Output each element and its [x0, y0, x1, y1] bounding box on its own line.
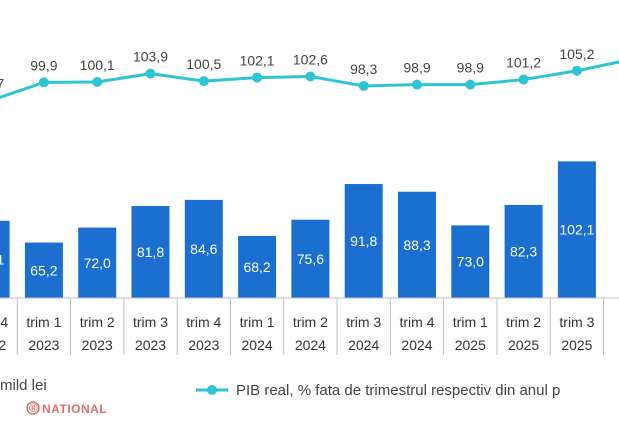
x-tick-label-quarter: trim 3	[346, 314, 381, 330]
x-tick-label-quarter: trim 1	[453, 314, 488, 330]
bar	[504, 204, 543, 298]
bar	[184, 199, 223, 298]
bar	[451, 225, 490, 298]
bar	[238, 235, 277, 298]
line-value-label: 103,9	[133, 49, 168, 65]
line-value-label: 100,1	[80, 57, 115, 73]
line-point	[198, 76, 209, 87]
x-tick-label-quarter: trim 4	[186, 314, 221, 330]
bar-value-label: 91,8	[350, 233, 377, 249]
line-point	[145, 68, 156, 79]
bar	[78, 227, 117, 298]
line-point	[358, 80, 369, 91]
bar-value-label: 68,2	[243, 259, 270, 275]
bar	[131, 206, 170, 298]
x-axis-ticks: trim 4 2022 trim 1 2023 trim 2 2023 trim 3 2023…	[0, 298, 605, 355]
bar-value-label: 102,1	[559, 222, 594, 238]
line-point	[571, 65, 582, 76]
x-tick-label-quarter: trim 2	[293, 314, 328, 330]
x-tick-label-year: 2024	[348, 337, 379, 353]
x-tick-label-quarter: trim 4	[0, 314, 8, 330]
bar	[0, 220, 10, 298]
line-value-label: 100,5	[186, 56, 221, 72]
x-tick-label-year: 2023	[28, 337, 59, 353]
x-tick-label-quarter: trim 1	[26, 314, 61, 330]
line-value-label: 102,6	[293, 51, 328, 67]
line-point	[518, 74, 529, 85]
bar-value-label: 75,6	[297, 251, 324, 267]
line-value-label: 99,9	[30, 57, 57, 73]
x-tick-label-year: 2025	[561, 337, 592, 353]
x-tick-label-year: 2025	[455, 337, 486, 353]
watermark-text: NATIONAL	[42, 402, 107, 416]
line-value-label: 101,2	[506, 55, 541, 71]
bar-labels: 75,1 65,2 72,0 81,8 84,6 68,2 75,6 91,8 88,3 73,0…	[0, 222, 595, 279]
x-tick-label-quarter: trim 4	[400, 314, 435, 330]
legend: mild lei PIB real, % fata de trimestrul …	[0, 377, 560, 399]
line-point	[465, 79, 476, 90]
line-value-label: 98,3	[350, 61, 377, 77]
legend-label-line: PIB real, % fata de trimestrul respectiv…	[236, 382, 560, 399]
bar-value-label: 72,0	[84, 255, 111, 271]
x-tick-label-year: 2023	[188, 337, 219, 353]
line-point	[305, 71, 316, 82]
watermark-symbol: ®	[29, 401, 38, 415]
x-tick-label-quarter: trim 3	[559, 314, 594, 330]
line-series	[0, 60, 619, 99]
bar-series	[0, 161, 596, 298]
bar	[344, 184, 383, 298]
line-point	[252, 72, 263, 83]
bar-value-label: 88,3	[403, 237, 430, 253]
line-value-label: 98,9	[457, 60, 484, 76]
bar	[398, 191, 436, 298]
x-tick-label-year: 2024	[295, 337, 326, 353]
line-point	[412, 79, 422, 90]
x-tick-label-year: 2023	[82, 337, 113, 353]
legend-line-marker	[207, 385, 217, 395]
watermark: ® NATIONAL	[26, 401, 107, 416]
bar-value-label: 81,8	[137, 244, 164, 260]
x-tick-label-quarter: trim 2	[506, 314, 541, 330]
line-value-label: 98,9	[403, 60, 430, 76]
bar	[557, 161, 596, 298]
x-tick-label-year: 2025	[508, 337, 539, 353]
bar-value-label: 65,2	[30, 262, 57, 278]
line-labels: 91,7 99,9 100,1 103,9 100,5 102,1 102,6 98,3 98,…	[0, 46, 595, 92]
line-value-label: 105,2	[559, 46, 594, 62]
legend-label-bars: mild lei	[0, 377, 47, 394]
watermark-logo-icon	[26, 401, 40, 415]
line-point	[92, 76, 103, 87]
line-point	[38, 77, 49, 88]
line-value-label: 91,7	[0, 75, 4, 91]
x-tick-label-quarter: trim 1	[240, 314, 275, 330]
x-tick-label-year: 2022	[0, 337, 6, 353]
x-tick-label-year: 2024	[401, 337, 432, 353]
bar	[291, 219, 330, 298]
line-value-label: 102,1	[240, 53, 275, 69]
bar-value-label: 75,1	[0, 251, 4, 267]
x-tick-label-quarter: trim 2	[80, 314, 115, 330]
bar-value-label: 73,0	[457, 254, 484, 270]
bar-value-label: 84,6	[190, 241, 217, 257]
x-tick-label-quarter: trim 3	[133, 314, 168, 330]
x-tick-label-year: 2024	[242, 337, 273, 353]
bar-value-label: 82,3	[510, 243, 537, 259]
bar	[24, 242, 63, 298]
x-tick-label-year: 2023	[135, 337, 166, 353]
